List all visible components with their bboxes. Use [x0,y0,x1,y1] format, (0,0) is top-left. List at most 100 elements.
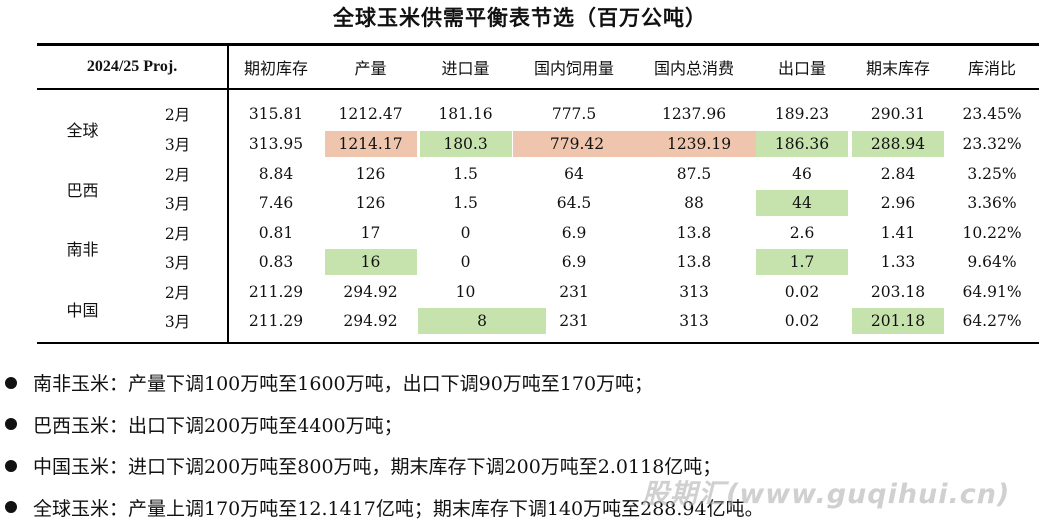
month-label: 3月 [152,306,230,343]
table-cell: 64.5 [556,194,592,213]
table-cell: 294.92 [343,312,398,330]
table-cell: 10 [455,282,476,301]
table-cell: 211.29 [248,282,304,301]
table-cell: 2.96 [880,194,916,213]
table-row: 3月 7.46 126 1.5 64.5 88 44 2.96 3.36% [37,188,1039,218]
header-total-consumption: 国内总消费 [654,58,735,78]
month-label: 3月 [152,188,230,218]
table-cell: 2.84 [880,164,916,183]
table-row: 巴西 2月 8.84 126 1.5 64 87.5 46 2.84 3.25% [37,159,1039,200]
table-cell: 211.29 [248,312,304,330]
table-cell: 87.5 [676,164,712,183]
bullet-icon [5,418,17,431]
table-cell: 10.22% [962,223,1022,242]
highlighted-cell: 8 [418,308,547,334]
table-cell: 0.02 [784,282,820,301]
table-cell: 8 [418,307,547,343]
header-production: 产量 [354,58,387,78]
table-cell: 313 [679,312,709,330]
table-cell: 16 [323,248,418,278]
table-cell: 3.25% [967,164,1017,183]
bullet-item: 全球玉米：产量上调170万吨至12.1417亿吨；期末库存下调140万吨至288… [4,487,1034,524]
table-cell: 8.84 [258,164,294,183]
table-cell: 181.16 [438,105,493,123]
highlighted-cell: 16 [324,249,417,276]
month-label: 2月 [152,88,230,130]
table-cell: 201.18 [851,307,945,343]
table-cell: 1237.96 [661,105,727,123]
table-cell: 64.27% [962,312,1022,330]
table-cell: 180.3 [418,130,513,160]
table-cell: 0.83 [258,253,294,272]
month-label: 2月 [152,159,230,189]
table-cell: 290.31 [870,105,926,123]
table-cell: 294.92 [343,282,398,301]
header-row: 2024/25 Proj. 期初库存 产量 进口量 国内饲用量 国内总消费 出口… [37,44,1039,89]
header-ending-stocks: 期末库存 [866,58,931,78]
month-label: 3月 [152,247,230,277]
table-cell: 0 [460,223,471,242]
table-cell: 315.81 [248,105,304,123]
bullet-icon [5,459,17,472]
table-title: 全球玉米供需平衡表节选（百万公吨） [333,5,707,30]
table-cell: 64 [564,164,584,183]
table-cell: 17 [360,223,381,242]
header-exports: 出口量 [778,58,827,78]
table-cell: 13.8 [676,223,712,242]
table-cell: 186.36 [753,130,851,160]
bullet-text: 中国玉米：进口下调200万吨至800万吨，期末库存下调200万吨至2.0118亿… [33,456,722,479]
table-row: 中国 2月 211.29 294.92 10 231 313 0.02 203.… [37,277,1039,320]
bullet-text: 南非玉米：产量下调100万吨至1600万吨，出口下调90万吨至170万吨； [33,373,654,396]
table-cell: 88 [684,194,704,213]
table-row: 全球 2月 315.81 1212.47 181.16 777.5 1237.9… [37,88,1039,140]
table-cell: 2.6 [789,223,815,242]
table-cell: 1239.19 [635,130,764,160]
month-label: 3月 [152,129,230,159]
table-cell: 1.41 [880,223,916,242]
table-cell: 231 [559,312,589,330]
bullet-item: 中国玉米：进口下调200万吨至800万吨，期末库存下调200万吨至2.0118亿… [4,445,1034,487]
table-row: 3月 211.29 294.92 8 231 313 0.02 201.18 6… [37,306,1039,343]
month-label: 2月 [152,218,230,248]
header-beginning-stocks: 期初库存 [244,58,309,78]
table-cell: 1.33 [880,253,916,272]
country-label: 南非 [66,239,99,259]
table-cell: 1.5 [453,164,478,183]
table-cell: 46 [792,164,812,183]
highlighted-cell: 186.36 [756,131,849,158]
header-proj: 2024/25 Proj. [37,44,230,89]
table-cell: 288.94 [851,130,945,160]
table-cell: 64.91% [962,282,1022,301]
table-row: 3月 0.83 16 0 6.9 13.8 1.7 1.33 9.64% [37,247,1039,278]
table-cell: 23.32% [962,135,1022,154]
highlighted-cell: 180.3 [419,131,512,158]
bullet-item: 南非玉米：产量下调100万吨至1600万吨，出口下调90万吨至170万吨； [4,362,1034,404]
country-label: 巴西 [66,180,99,200]
bullet-item: 巴西玉米：出口下调200万吨至4400万吨； [4,404,1034,446]
table-cell: 313.95 [248,135,304,154]
header-imports: 进口量 [441,58,490,78]
bullet-icon [5,501,17,514]
country-label: 中国 [66,301,99,321]
table-cell: 777.5 [551,105,597,123]
table-cell: 203.18 [870,282,926,301]
table-cell: 1.7 [753,248,851,278]
country-label: 全球 [66,120,99,140]
table-cell: 6.9 [561,223,587,242]
table-cell: 189.23 [774,105,830,123]
table-cell: 231 [559,282,589,301]
table-cell: 126 [355,164,386,183]
highlighted-cell: 1.7 [756,249,849,276]
bullet-list: 南非玉米：产量下调100万吨至1600万吨，出口下调90万吨至170万吨； 巴西… [4,362,1034,524]
table-cell: 779.42 [513,130,642,160]
table-cell: 0.02 [784,312,820,330]
balance-table: 2024/25 Proj. 期初库存 产量 进口量 国内饲用量 国内总消费 出口… [37,43,1040,344]
table-cell: 0.81 [258,223,294,242]
table-row: 3月 313.95 1214.17 180.3 779.42 1239.19 1… [37,129,1039,160]
table-cell: 1.5 [453,194,478,213]
bullet-icon [5,376,17,389]
header-feed-use: 国内饲用量 [534,58,615,78]
table-cell: 1214.17 [323,130,418,160]
table-cell: 6.9 [561,253,587,272]
highlighted-cell: 288.94 [852,131,945,158]
